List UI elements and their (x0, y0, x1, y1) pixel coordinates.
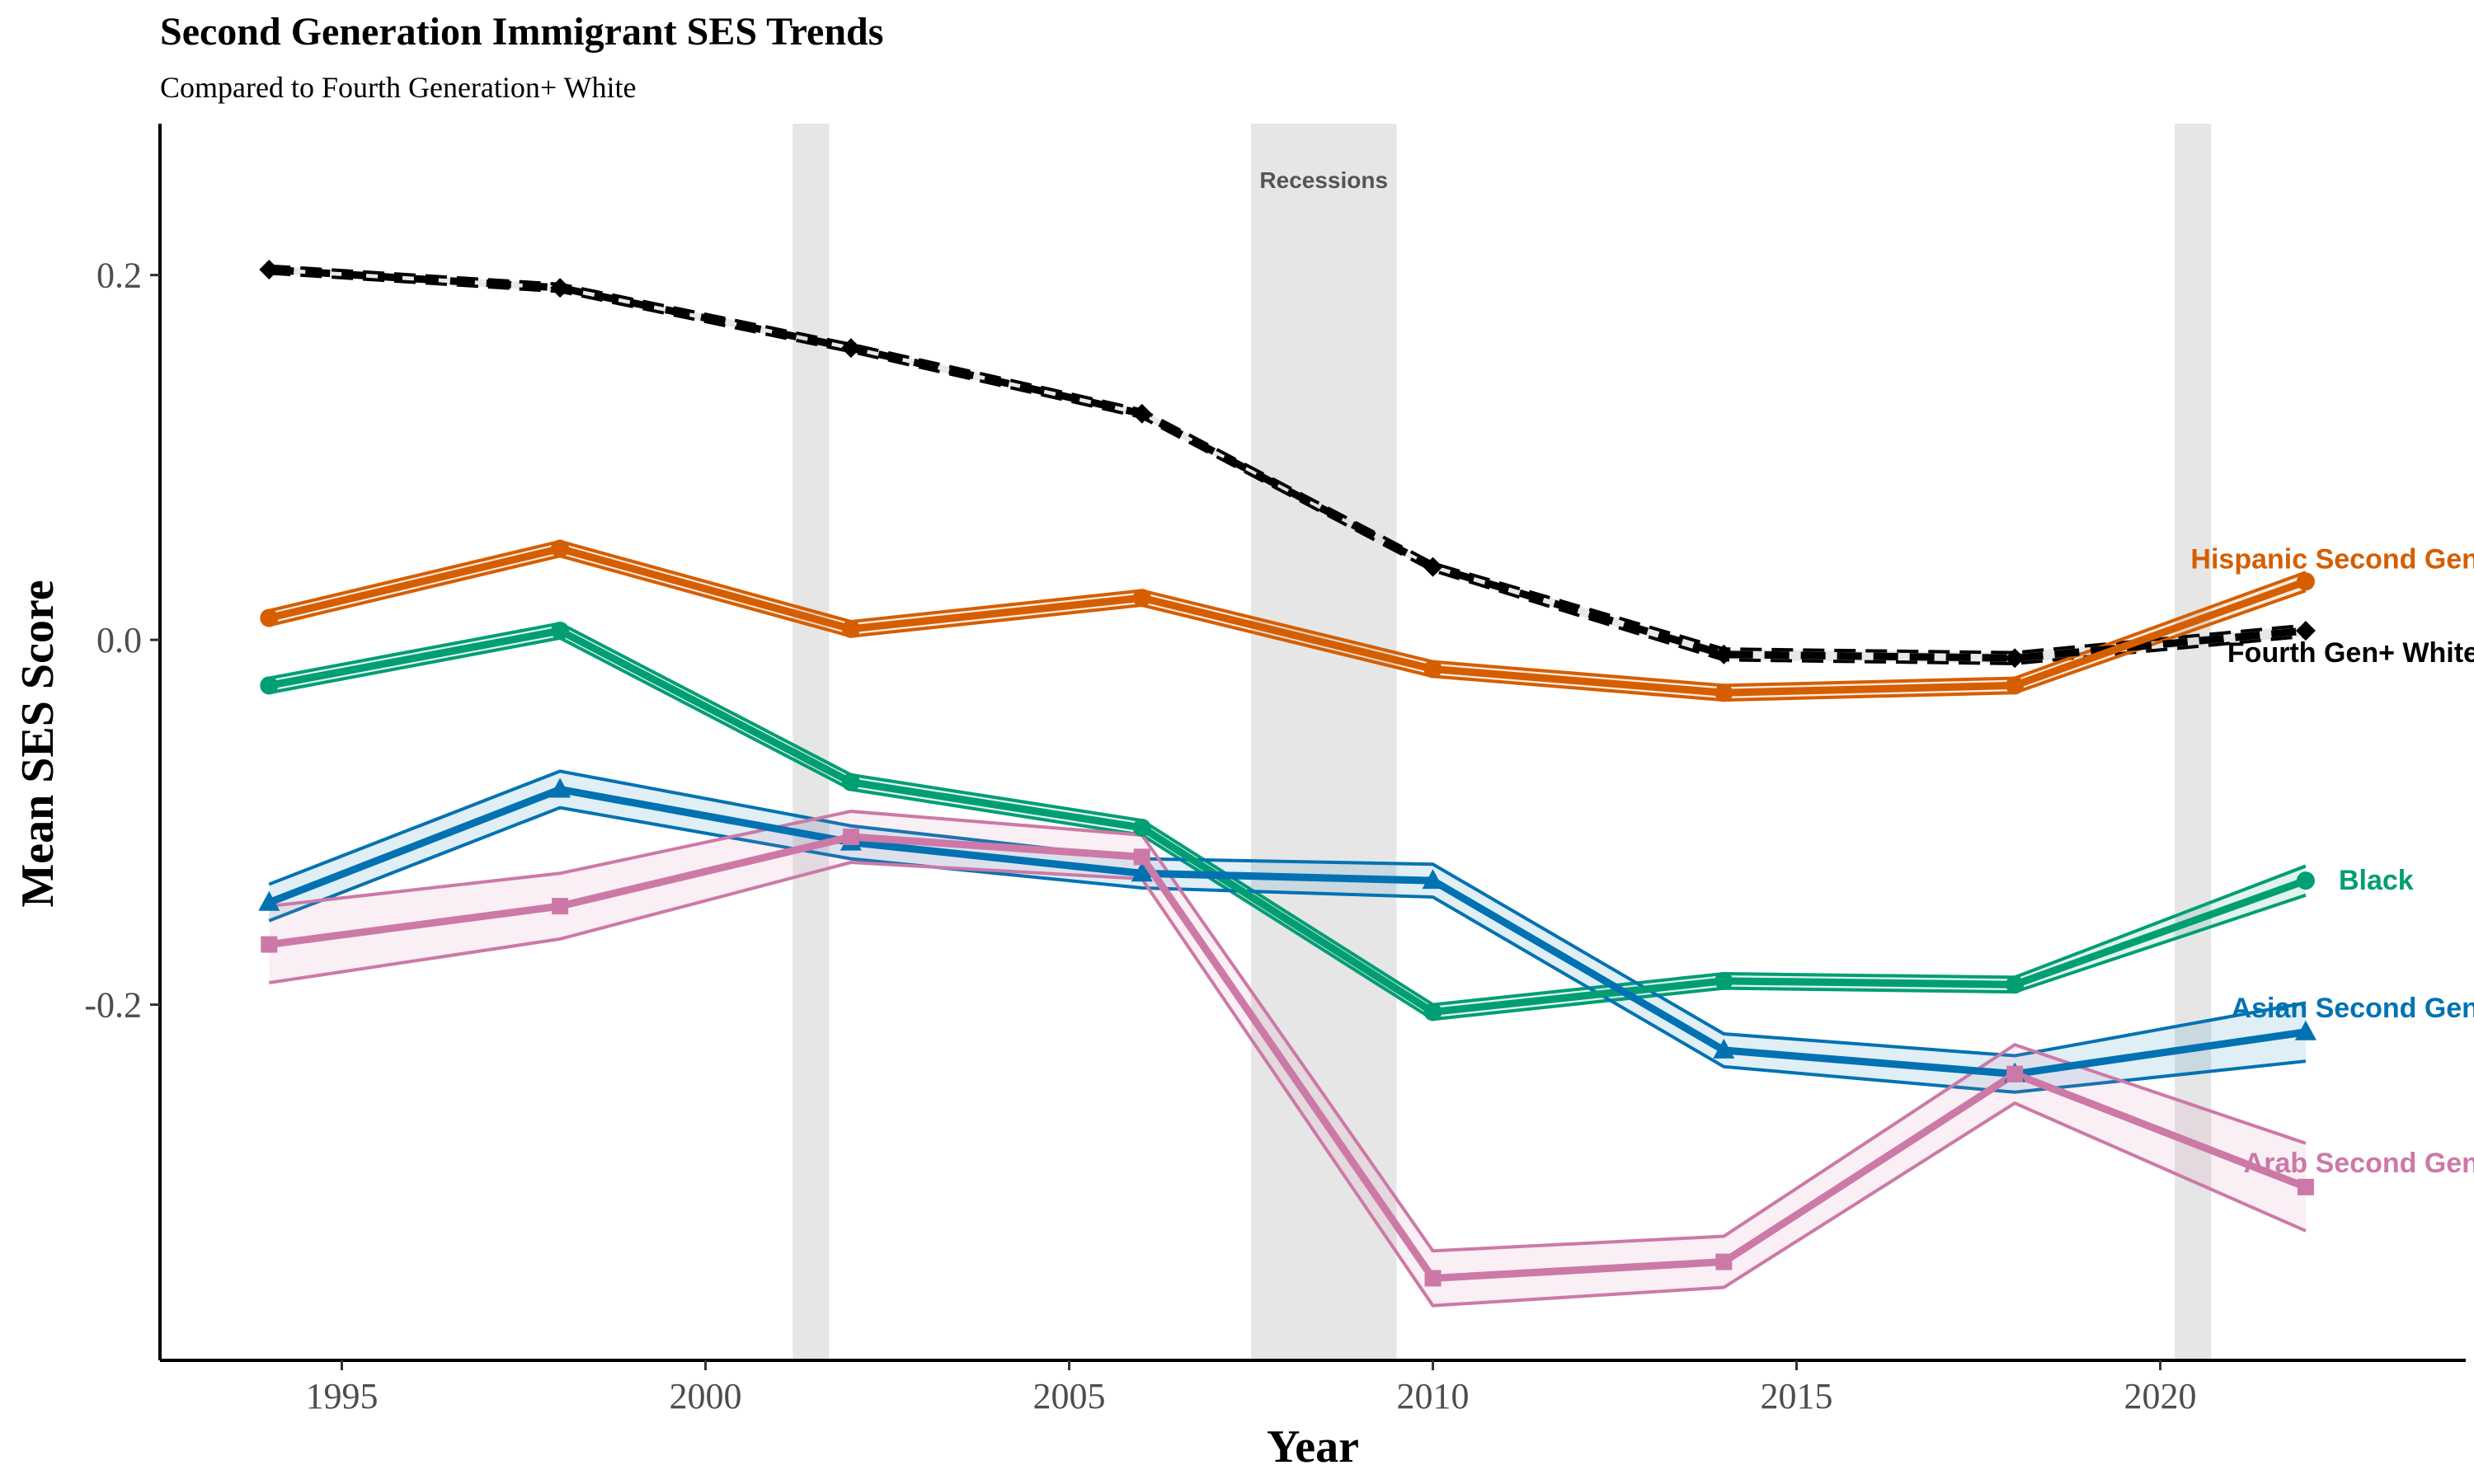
asian-second-gen-point-2014 (1713, 1038, 1735, 1059)
hispanic-second-gen-point-2002 (841, 619, 860, 638)
black-line (268, 627, 2307, 1016)
black-point-2022 (2296, 871, 2315, 890)
black-end-label: Black (2339, 865, 2414, 896)
hispanic-second-gen-line (268, 544, 2307, 697)
y-tick-label-0: -0.2 (84, 985, 142, 1026)
hispanic-second-gen-point-2014 (1714, 683, 1733, 702)
hispanic-second-gen-ci-lower (268, 554, 2307, 702)
x-axis-title: Year (1267, 1421, 1359, 1472)
fourth-gen-white-end-label: Fourth Gen+ White (2227, 637, 2474, 669)
arab-second-gen-line (268, 833, 2307, 1282)
asian-second-gen-point-1994 (258, 890, 280, 911)
recession-band-1 (793, 124, 830, 1360)
fourth-gen-white-point-1994 (259, 259, 280, 279)
hispanic-second-gen-point-2006 (1132, 589, 1151, 608)
asian-second-gen-point-1998 (549, 777, 571, 798)
arab-second-gen-ci-lower (269, 861, 2307, 1308)
hispanic-second-gen-ci-upper (268, 539, 2307, 688)
arab-second-gen-point-2006 (1133, 848, 1150, 866)
fourth-gen-white-point-2014 (1714, 644, 1734, 665)
recession-band-2 (1251, 124, 1397, 1360)
x-tick-label-1995: 1995 (306, 1376, 379, 1416)
asian-second-gen-point-2010 (1422, 869, 1444, 890)
x-tick-label-2020: 2020 (2124, 1376, 2197, 1416)
axis-layer: 1995 2000 2005 2010 2015 2020 -0.2 0.0 0.2 (84, 124, 2466, 1416)
arab-second-gen-point-1994 (261, 936, 278, 953)
hispanic-second-gen-end-label: Hispanic Second Gen (2190, 543, 2474, 575)
hispanic-second-gen-point-2018 (2006, 676, 2025, 695)
chart-subtitle: Compared to Fourth Generation+ White (160, 71, 637, 104)
hispanic-second-gen-point-2022 (2296, 572, 2315, 591)
fourth-gen-white-point-2006 (1131, 403, 1152, 424)
y-axis-title: Mean SES Score (12, 580, 63, 907)
arab-second-gen-end-label: Arab Second Gen (2244, 1148, 2474, 1179)
asian-second-gen-ci-lower (268, 805, 2307, 1094)
fourth-gen-white-point-1998 (550, 278, 571, 298)
fourth-gen-white-point-2022 (2295, 621, 2316, 641)
hispanic-second-gen-point-2010 (1423, 660, 1442, 679)
arab-second-gen-point-2002 (842, 829, 859, 846)
black-point-2014 (1714, 971, 1733, 990)
asian-second-gen-end-label: Asian Second Gen (2232, 993, 2474, 1024)
x-tick-label-2010: 2010 (1397, 1376, 1470, 1416)
fourth-gen-white-point-2018 (2005, 648, 2025, 669)
fourth-gen-white-point-2002 (840, 338, 861, 359)
x-tick-label-2005: 2005 (1033, 1376, 1106, 1416)
fourth-gen-white-line (269, 265, 2307, 662)
recession-label: Recessions (1259, 167, 1388, 193)
asian-second-gen-ci-upper (268, 769, 2307, 1058)
line-layer (267, 265, 2307, 1282)
black-point-2006 (1132, 818, 1151, 837)
recession-band-3 (2175, 124, 2212, 1360)
arab-second-gen-point-2018 (2006, 1065, 2024, 1082)
asian-second-gen-point-2022 (2294, 1020, 2316, 1040)
x-tick-label-2015: 2015 (1761, 1376, 1833, 1416)
marker-layer (258, 259, 2316, 1287)
arab-second-gen-point-2010 (1424, 1270, 1442, 1287)
black-point-2002 (841, 773, 860, 791)
recession-layer (793, 124, 2212, 1360)
black-point-1998 (551, 622, 570, 641)
x-tick-label-2000: 2000 (670, 1376, 742, 1416)
hispanic-second-gen-point-1998 (551, 539, 570, 558)
black-point-1994 (260, 676, 279, 695)
y-tick-label-2: 0.2 (96, 256, 142, 296)
arab-second-gen-point-1998 (552, 898, 569, 915)
arab-second-gen-ci-upper (269, 810, 2307, 1253)
arab-second-gen-point-2014 (1715, 1253, 1733, 1270)
fourth-gen-white-point-2010 (1423, 556, 1443, 577)
black-ci-upper (268, 622, 2307, 1007)
asian-second-gen-point-2006 (1131, 862, 1153, 882)
black-ci-lower (268, 636, 2307, 1021)
black-point-2018 (2006, 975, 2025, 994)
hispanic-second-gen-point-1994 (260, 608, 279, 627)
fourth-gen-white-ci-upper (269, 264, 2307, 655)
arab-second-gen-point-2022 (2297, 1178, 2314, 1195)
arab-second-gen-ci-band (269, 811, 2306, 1306)
asian-second-gen-line (267, 786, 2307, 1078)
black-point-2010 (1423, 1003, 1442, 1021)
chart-title: Second Generation Immigrant SES Trends (160, 10, 883, 54)
label-layer: Recessions Fourth Gen+ White Hispanic Seco… (1259, 167, 2474, 1179)
y-tick-label-1: 0.0 (96, 620, 142, 660)
